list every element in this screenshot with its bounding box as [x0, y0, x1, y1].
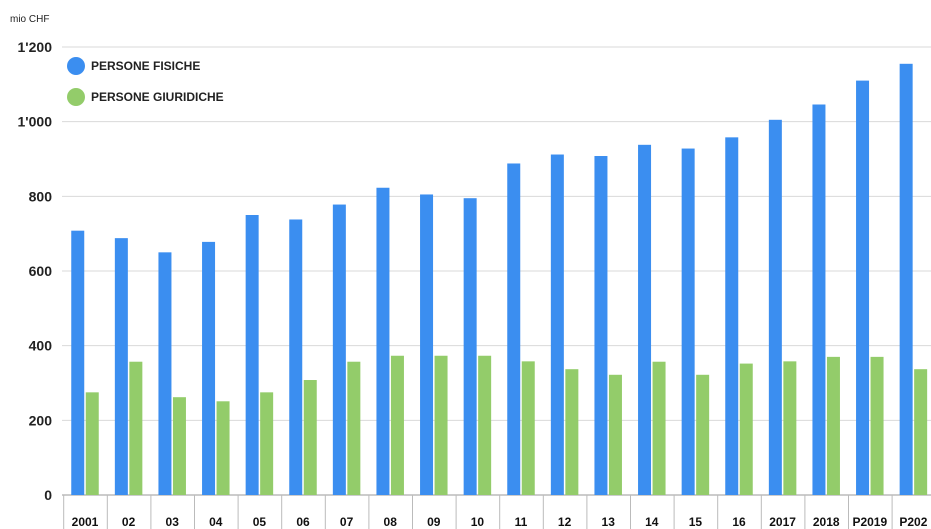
- y-tick-label: 0: [44, 487, 52, 503]
- bar-persone-fisiche: [245, 215, 259, 495]
- x-tick-label: 16: [732, 515, 746, 529]
- legend-label-persone-giuridiche: PERSONE GIURIDICHE: [91, 90, 224, 104]
- bar-persone-giuridiche: [739, 363, 753, 495]
- y-tick-label: 800: [29, 188, 53, 204]
- y-tick-label: 1'200: [18, 39, 53, 55]
- bar-persone-fisiche: [332, 204, 346, 495]
- y-tick-label: 600: [29, 263, 53, 279]
- x-tick-label: 11: [515, 515, 528, 529]
- bar-persone-giuridiche: [696, 374, 710, 495]
- y-axis: 0 200 400 600 800 1'000 1'200: [18, 39, 53, 503]
- bar-persone-giuridiche: [260, 392, 274, 495]
- bar-persone-fisiche: [71, 230, 85, 495]
- bar-persone-giuridiche: [870, 356, 884, 495]
- bar-persone-fisiche: [550, 154, 564, 495]
- bar-persone-fisiche: [856, 80, 870, 495]
- bar-persone-giuridiche: [347, 361, 361, 495]
- bar-persone-giuridiche: [303, 380, 317, 495]
- bar-persone-fisiche: [768, 119, 782, 496]
- x-tick-label: 04: [209, 515, 223, 529]
- bar-persone-fisiche: [681, 148, 695, 495]
- bar-persone-fisiche: [812, 104, 826, 495]
- y-axis-unit-label: mio CHF: [10, 14, 49, 25]
- bar-persone-giuridiche: [521, 361, 535, 495]
- legend: PERSONE FISICHE PERSONE GIURIDICHE: [67, 57, 224, 106]
- x-tick-label: P2019: [852, 515, 887, 529]
- bar-persone-fisiche: [507, 163, 521, 496]
- bar-persone-fisiche: [289, 219, 303, 496]
- bar-persone-giuridiche: [478, 355, 492, 495]
- bar-persone-fisiche: [420, 194, 434, 495]
- x-tick-label: 2001: [72, 515, 99, 529]
- bar-persone-fisiche: [638, 144, 652, 495]
- bar-persone-giuridiche: [608, 374, 622, 495]
- bar-persone-fisiche: [158, 252, 172, 495]
- bar-persone-giuridiche: [85, 392, 99, 495]
- y-tick-label: 1'000: [18, 114, 53, 130]
- bar-persone-fisiche: [725, 137, 739, 495]
- bar-persone-giuridiche: [390, 355, 404, 495]
- bar-persone-fisiche: [376, 187, 390, 495]
- x-tick-label: P202: [899, 515, 927, 529]
- x-tick-label: 06: [296, 515, 310, 529]
- x-tick-label: 05: [253, 515, 267, 529]
- x-tick-label: 14: [645, 515, 659, 529]
- bar-persone-fisiche: [899, 63, 913, 496]
- x-tick-label: 02: [122, 515, 136, 529]
- x-axis: 2001 02 03 04 05 06 07 08 09 10 11 12 13 14 15 16 2017 20…: [63, 495, 928, 529]
- x-tick-label: 2018: [813, 515, 840, 529]
- y-tick-label: 200: [29, 412, 53, 428]
- x-tick-label: 12: [558, 515, 572, 529]
- bar-persone-fisiche: [202, 241, 216, 495]
- legend-swatch-persone-giuridiche: [67, 88, 85, 106]
- bar-persone-fisiche: [594, 156, 608, 495]
- grid-lines: [62, 46, 931, 496]
- bar-persone-giuridiche: [172, 397, 186, 495]
- bar-persone-giuridiche: [826, 356, 840, 495]
- x-tick-label: 15: [689, 515, 703, 529]
- x-tick-label: 03: [166, 515, 180, 529]
- x-tick-label: 13: [602, 515, 616, 529]
- bar-persone-fisiche: [463, 198, 477, 495]
- bar-persone-giuridiche: [914, 369, 928, 495]
- bar-persone-fisiche: [114, 238, 128, 495]
- bar-persone-giuridiche: [652, 361, 666, 495]
- bar-persone-giuridiche: [783, 361, 797, 495]
- legend-swatch-persone-fisiche: [67, 57, 85, 75]
- x-tick-label: 07: [340, 515, 354, 529]
- x-tick-label: 09: [427, 515, 441, 529]
- x-tick-label: 08: [384, 515, 398, 529]
- y-tick-label: 400: [29, 338, 53, 354]
- bars: [71, 63, 928, 496]
- bar-persone-giuridiche: [129, 361, 143, 495]
- bar-persone-giuridiche: [565, 369, 579, 495]
- x-tick-label: 10: [471, 515, 485, 529]
- legend-label-persone-fisiche: PERSONE FISICHE: [91, 59, 200, 73]
- x-tick-label: 2017: [769, 515, 796, 529]
- bar-persone-giuridiche: [216, 401, 230, 495]
- bar-persone-giuridiche: [434, 355, 448, 495]
